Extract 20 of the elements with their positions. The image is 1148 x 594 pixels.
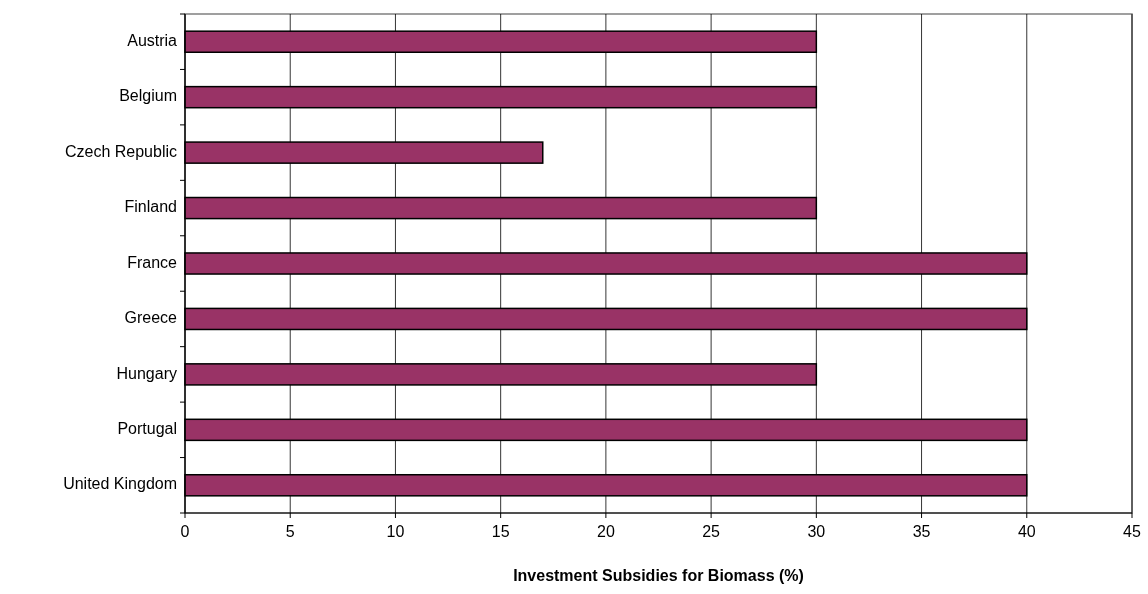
y-tick-label: Czech Republic [64,142,177,160]
y-tick-label: France [127,253,178,271]
x-tick-label: 40 [1017,523,1036,540]
x-tick-label: 10 [386,523,405,540]
x-tick-label: 5 [285,523,295,540]
x-tick-label: 35 [912,523,931,540]
x-tick-label: 45 [1123,523,1141,540]
y-tick-label: Portugal [117,420,177,438]
x-axis-title: Investment Subsidies for Biomass (%) [513,567,804,584]
x-tick-label: 25 [702,523,721,540]
y-tick-label: Finland [124,198,177,216]
y-tick-label: Belgium [119,87,177,105]
y-tick-label: Hungary [116,364,177,382]
x-tick-label: 30 [807,523,826,540]
x-tick-label: 15 [491,523,510,540]
y-tick-label: United Kingdom [63,475,177,493]
y-tick-label: Austria [127,31,178,49]
x-tick-label: 0 [180,523,190,540]
x-tick-label: 20 [596,523,615,540]
y-tick-label: Greece [124,309,178,327]
